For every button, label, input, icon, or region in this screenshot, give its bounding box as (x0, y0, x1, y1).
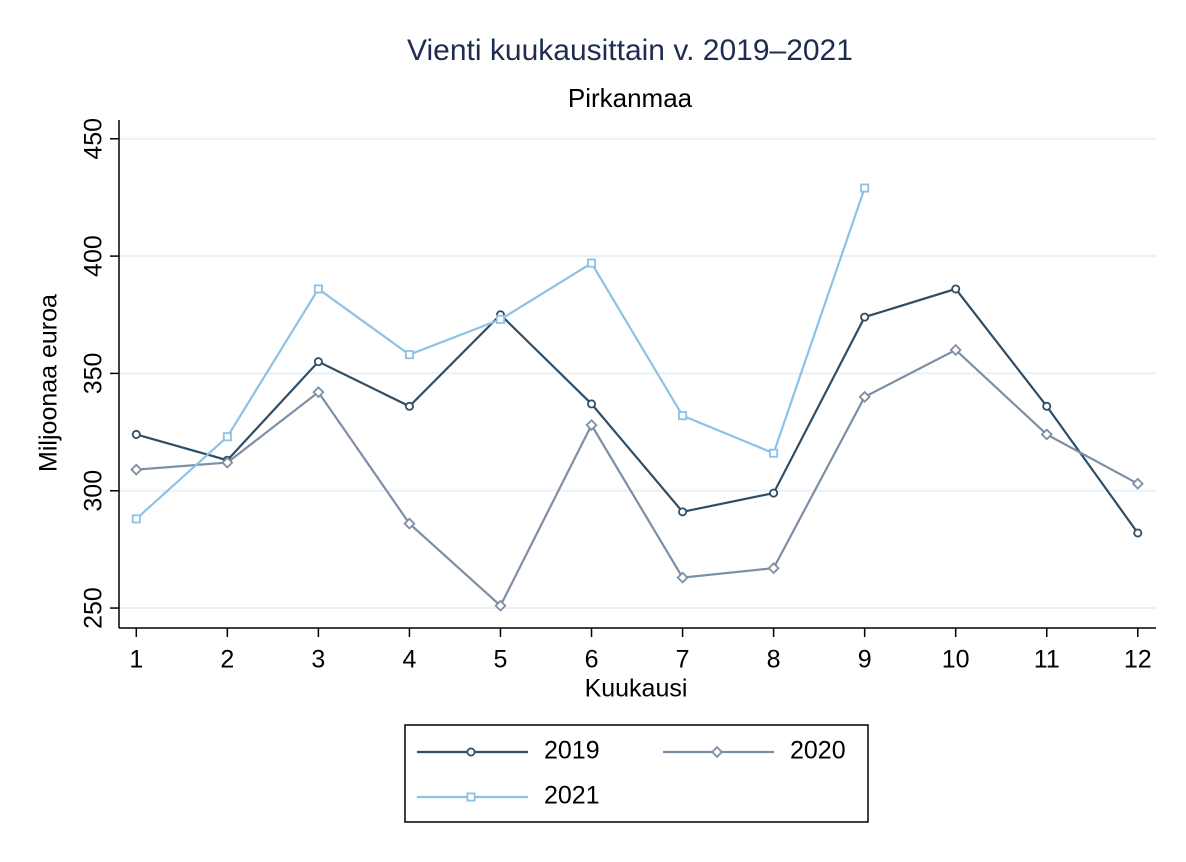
x-tick-label: 3 (311, 646, 325, 674)
x-tick-label: 9 (858, 646, 872, 674)
marker (858, 390, 871, 403)
marker (585, 418, 598, 432)
marker (1133, 528, 1143, 538)
x-tick-label: 5 (494, 646, 508, 674)
legend-label: 2021 (544, 782, 600, 810)
marker (313, 357, 323, 367)
marker (222, 432, 232, 442)
y-tick-label: 400 (80, 235, 108, 277)
marker (495, 314, 505, 324)
series-line (136, 348, 1139, 608)
x-tick-label: 11 (1034, 646, 1060, 674)
x-tick-label: 4 (402, 646, 416, 674)
marker (404, 350, 414, 360)
marker (860, 183, 870, 193)
marker (494, 599, 507, 612)
y-axis-label: Miljoonaa euroa (35, 294, 63, 472)
x-tick-label: 10 (942, 646, 970, 674)
marker (949, 343, 962, 357)
marker (404, 401, 414, 411)
marker (1042, 401, 1052, 411)
x-axis-label: Kuukausi (585, 675, 688, 703)
series-line (135, 287, 1139, 534)
marker (767, 562, 780, 575)
y-tick-label: 450 (80, 118, 108, 160)
y-tick-label: 300 (80, 470, 108, 512)
x-tick-label: 2 (220, 646, 234, 674)
marker (587, 258, 597, 268)
marker (860, 312, 870, 322)
legend-marker (466, 747, 476, 757)
chart-title: Vienti kuukausittain v. 2019–2021 (407, 34, 853, 67)
marker (769, 488, 779, 498)
marker (676, 571, 689, 584)
marker (403, 517, 416, 530)
marker (221, 456, 234, 469)
marker (131, 429, 141, 439)
marker (1131, 477, 1144, 490)
x-tick-label: 1 (129, 646, 143, 674)
x-tick-label: 7 (676, 646, 690, 674)
marker (678, 411, 688, 421)
x-tick-label: 12 (1124, 646, 1152, 674)
marker (678, 507, 688, 517)
y-tick-label: 350 (80, 353, 108, 395)
marker (130, 463, 143, 476)
x-tick-label: 8 (767, 646, 781, 674)
legend-marker (466, 792, 476, 802)
legend-marker (710, 745, 724, 759)
chart-subtitle: Pirkanmaa (568, 83, 693, 113)
marker (312, 386, 325, 399)
marker (587, 399, 597, 409)
x-tick-label: 6 (585, 646, 599, 674)
marker (769, 448, 779, 458)
marker (313, 284, 323, 294)
legend-box (404, 724, 869, 823)
marker (131, 514, 141, 524)
legend-label: 2019 (544, 737, 600, 765)
y-tick-label: 250 (80, 587, 108, 629)
legend-label: 2020 (790, 737, 846, 765)
marker (1040, 428, 1053, 441)
marker (951, 284, 961, 294)
